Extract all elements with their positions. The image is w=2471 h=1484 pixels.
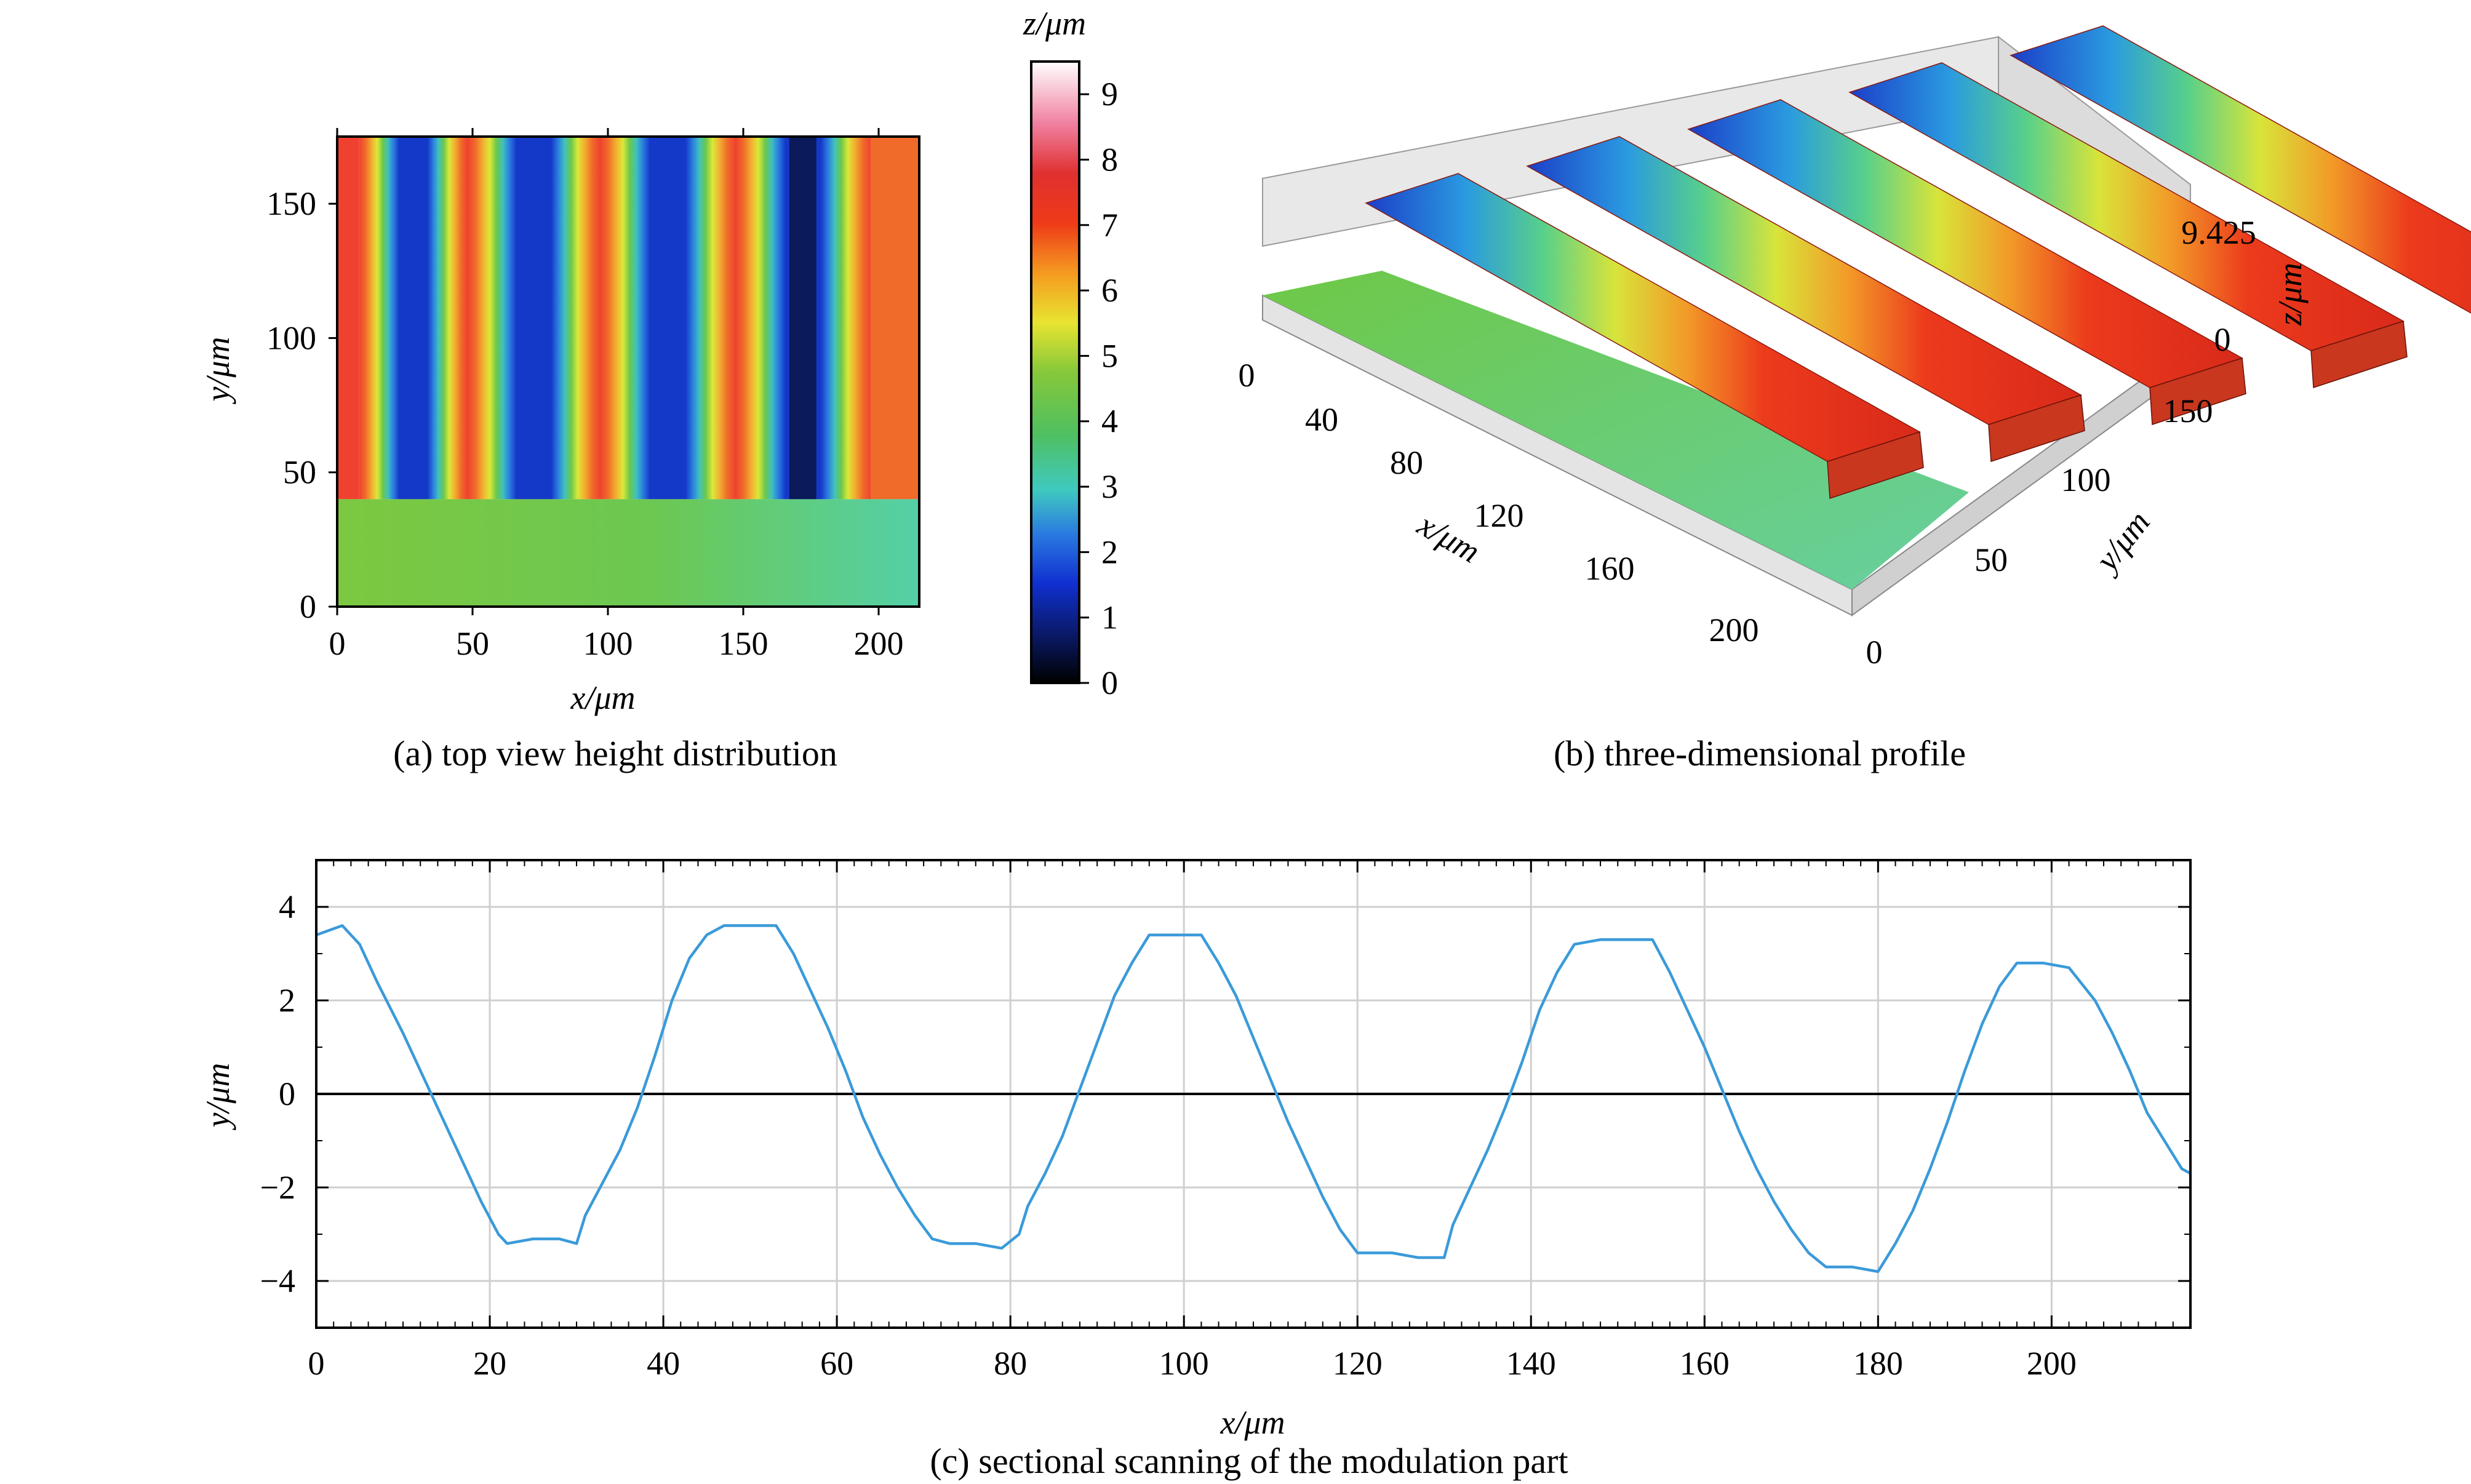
x-tick-label: 0: [1239, 357, 1255, 394]
x-tick-label: 120: [1474, 497, 1524, 534]
colorbar-tick-label: 7: [1101, 207, 1118, 244]
line-chart-x-ticks: 0 20 40 60 80 100 120 140 160 180 200: [308, 860, 2191, 1382]
x-tick-label: 200: [1709, 612, 1759, 648]
x-tick-label: 200: [2027, 1345, 2077, 1382]
x-tick-label: 60: [820, 1345, 853, 1382]
y-tick-label: 50: [283, 454, 316, 491]
y-tick-label: 50: [1974, 541, 2008, 578]
surface-ridges: [1365, 25, 2471, 500]
x-tick-label: 160: [1680, 1345, 1730, 1382]
colorbar-tick-label: 0: [1101, 664, 1118, 701]
colorbar-tick-label: 4: [1101, 403, 1118, 440]
grating-period-band: [359, 137, 468, 500]
colorbar-ticks: 0 1 2 3 4 5 6 7 8 9: [1079, 76, 1118, 701]
ridge-body: [2010, 25, 2471, 314]
surface-floor: [1263, 271, 1969, 589]
line-chart-caption: (c) sectional scanning of the modulation…: [930, 1441, 1568, 1481]
heatmap-frame: [336, 135, 920, 608]
heatmap-y-ticks: 0 50 100 150: [266, 185, 337, 625]
x-tick-label: 50: [456, 625, 489, 662]
y-tick-label: 2: [279, 982, 295, 1019]
line-chart-x-axis-label: x/μm: [1220, 1404, 1285, 1441]
x-tick-label: 100: [1159, 1345, 1209, 1382]
heatmap-plot-area: [337, 137, 919, 607]
heatmap-caption: (a) top view height distribution: [393, 733, 837, 773]
y-tick-label: 100: [2061, 461, 2111, 498]
x-tick-label: 0: [308, 1345, 325, 1382]
colorbar-tick-label: 3: [1101, 468, 1118, 505]
grating-period-band: [599, 137, 736, 500]
x-tick-label: 160: [1585, 550, 1635, 587]
y-tick-label: −2: [260, 1169, 295, 1206]
y-tick-label: 0: [300, 588, 316, 625]
x-tick-label: 120: [1333, 1345, 1383, 1382]
surface-caption: (b) three-dimensional profile: [1554, 733, 1966, 773]
x-tick-label: 180: [1853, 1345, 1903, 1382]
grating-edge-band: [337, 137, 359, 500]
ridge-end-cap: [1827, 431, 1924, 500]
colorbar-tick-label: 9: [1101, 76, 1118, 113]
line-chart-y-ticks: −4 −2 0 2 4: [260, 860, 2190, 1328]
x-tick-label: 100: [583, 625, 633, 662]
x-tick-label: 80: [994, 1345, 1027, 1382]
colorbar-label: z/μm: [1023, 5, 1086, 42]
y-tick-label: 150: [266, 185, 316, 222]
x-tick-label: 40: [647, 1345, 680, 1382]
x-tick-label: 40: [1305, 401, 1338, 438]
flat-region: [337, 499, 919, 607]
y-tick-label: 4: [279, 888, 295, 925]
y-tick-label: −4: [260, 1263, 295, 1299]
panel-c-line-chart: 0 20 40 60 80 100 120 140 160 180 200 −4 −2 0 2 4 x/μm…: [199, 859, 2192, 1481]
ridge-end-cap: [1988, 394, 2085, 463]
y-tick-label: 100: [266, 319, 316, 356]
surface-y-ticks: 0 50 100 150: [1866, 393, 2213, 671]
z-tick-label: 9.425: [2181, 214, 2256, 251]
ridge-end-cap: [2310, 321, 2408, 389]
colorbar: [1030, 60, 1080, 684]
colorbar-tick-label: 5: [1101, 337, 1118, 374]
surface-x-ticks: 0 40 80 120 160 200: [1239, 357, 1759, 648]
surface-y-axis-label: y/μm: [2086, 504, 2157, 580]
y-tick-label: 0: [1866, 634, 1883, 671]
x-tick-label: 150: [719, 625, 768, 662]
y-tick-label: 0: [279, 1075, 295, 1112]
colorbar-tick-label: 1: [1101, 599, 1118, 636]
colorbar-tick-label: 8: [1101, 141, 1118, 178]
surface-z-axis-label: z/μm: [2272, 263, 2309, 326]
grating-period-band: [467, 137, 601, 500]
z-tick-label: 0: [2214, 321, 2231, 358]
colorbar-tick-label: 6: [1101, 272, 1118, 309]
grating-edge-band: [870, 137, 919, 500]
x-tick-label: 140: [1506, 1345, 1556, 1382]
heatmap-x-axis-label: x/μm: [570, 679, 635, 716]
x-tick-label: 20: [473, 1345, 506, 1382]
profile-series-line: [316, 924, 2190, 1274]
deep-groove: [789, 137, 816, 500]
line-chart-y-axis-label: y/μm: [199, 1063, 236, 1130]
y-tick-label: 150: [2163, 393, 2213, 429]
colorbar-tick-label: 2: [1101, 533, 1118, 570]
ridge-end-cap: [2149, 357, 2246, 426]
x-tick-label: 80: [1390, 444, 1423, 481]
heatmap-y-axis-label: y/μm: [199, 337, 236, 404]
x-tick-label: 0: [329, 625, 346, 662]
surface-z-ticks: 0 9.425: [2181, 214, 2256, 358]
heatmap-x-ticks: 0 50 100 150 200: [329, 128, 904, 662]
x-tick-label: 200: [854, 625, 904, 662]
